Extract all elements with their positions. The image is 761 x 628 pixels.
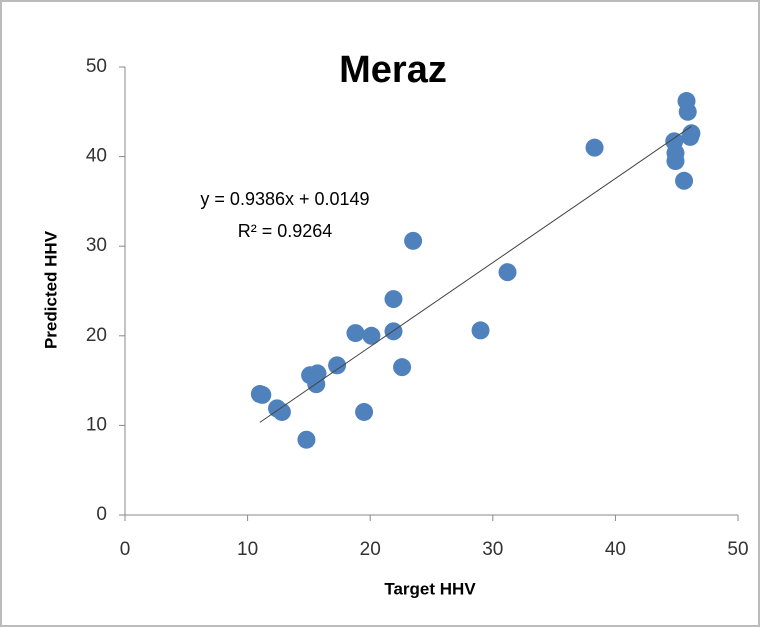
point — [585, 138, 604, 157]
point — [404, 231, 423, 250]
x-tick-label: 20 — [360, 539, 381, 560]
x-tick-label: 40 — [605, 539, 626, 560]
point — [393, 358, 412, 377]
point — [384, 290, 403, 309]
point — [272, 402, 291, 421]
x-tick-label: 10 — [237, 539, 258, 560]
trendline-r2: R² = 0.9264 — [238, 221, 333, 241]
y-tick-label: 10 — [86, 414, 107, 435]
y-tick-label: 20 — [86, 325, 107, 346]
x-axis-title: Target HHV — [384, 579, 476, 598]
trendline-equation: y = 0.9386x + 0.0149 — [200, 189, 369, 209]
x-tick-label: 0 — [120, 539, 131, 560]
y-tick-label: 30 — [86, 235, 107, 256]
point — [666, 152, 685, 171]
x-tick-label: 50 — [727, 539, 748, 560]
point — [355, 402, 374, 421]
y-tick-label: 40 — [86, 146, 107, 167]
point — [328, 356, 347, 375]
chart-title: Meraz — [339, 49, 447, 91]
point — [498, 263, 517, 282]
y-tick-label: 50 — [86, 56, 107, 77]
point — [297, 430, 316, 449]
point — [682, 124, 701, 143]
y-tick-label: 0 — [96, 504, 107, 525]
point — [384, 322, 403, 341]
y-axis-title: Predicted HHV — [41, 230, 60, 349]
point — [471, 321, 490, 340]
point — [362, 326, 381, 345]
point — [346, 324, 365, 343]
point — [678, 102, 697, 121]
trendline — [259, 125, 692, 423]
point — [675, 171, 694, 190]
point — [253, 385, 272, 404]
x-tick-label: 30 — [482, 539, 503, 560]
